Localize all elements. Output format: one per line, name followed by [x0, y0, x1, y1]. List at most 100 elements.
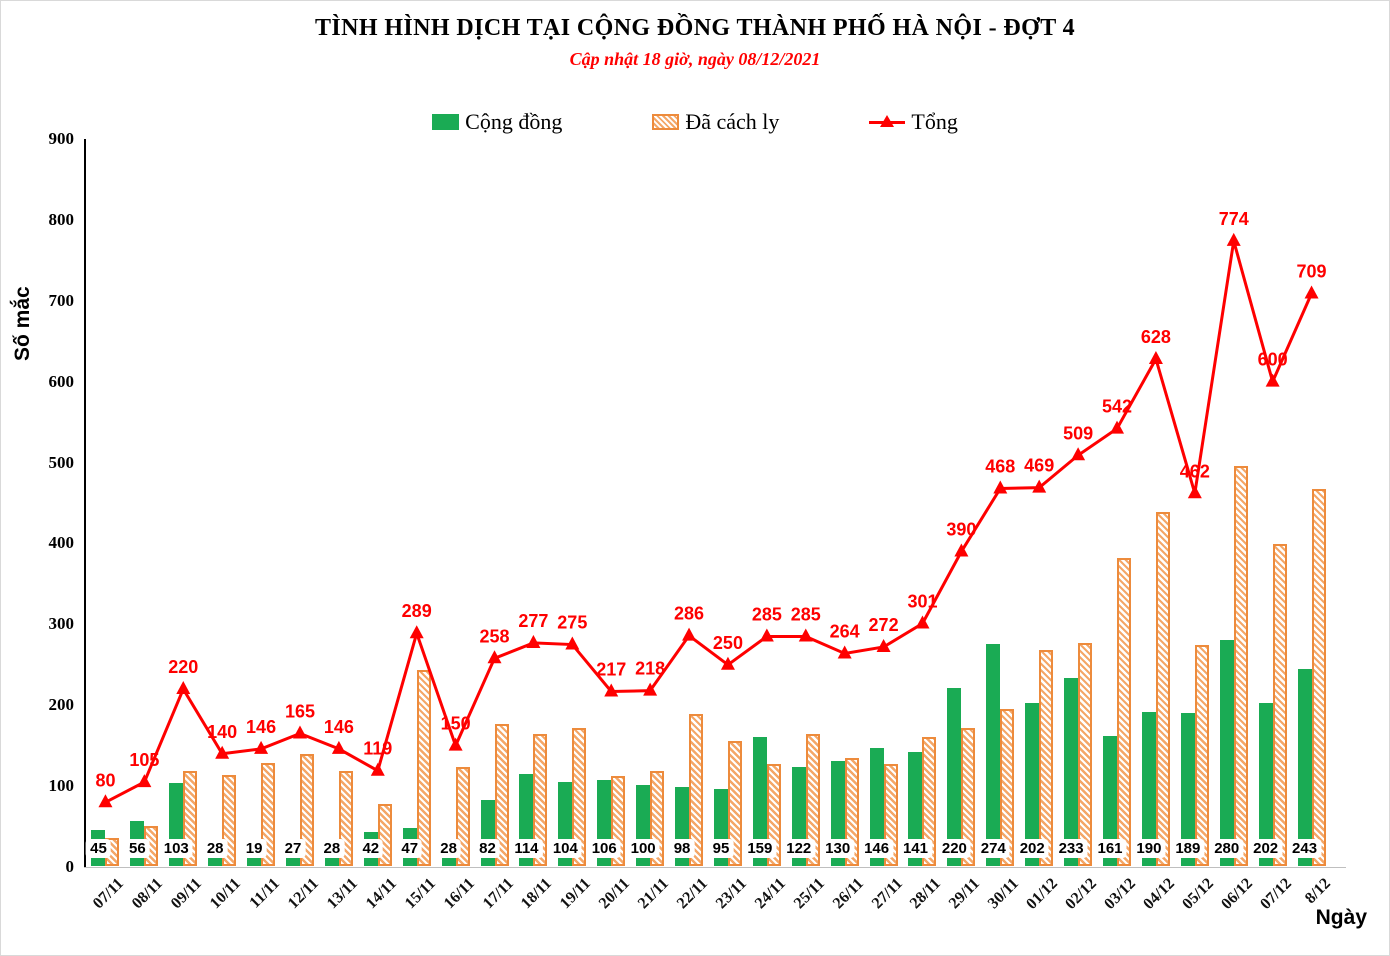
bar-value-label: 56 — [125, 839, 150, 858]
x-tick-label: 20/11 — [596, 875, 634, 913]
total-value-label: 542 — [1102, 397, 1132, 417]
bar-da-cach-ly — [1272, 544, 1287, 866]
bar-cong-dong — [1219, 640, 1234, 866]
total-point-marker — [1226, 232, 1241, 246]
bar-value-label: 104 — [548, 839, 582, 858]
bar-value-label: 146 — [860, 839, 894, 858]
bar-da-cach-ly — [1117, 558, 1132, 866]
total-value-label: 272 — [869, 615, 899, 635]
bar-value-label: 45 — [86, 839, 111, 858]
chart-title: TÌNH HÌNH DỊCH TẠI CỘNG ĐỒNG THÀNH PHỐ H… — [315, 15, 1075, 41]
x-axis-title: Ngày — [1315, 906, 1367, 929]
bar-da-cach-ly — [1233, 466, 1248, 866]
x-tick-label: 15/11 — [401, 875, 439, 913]
total-value-label: 218 — [635, 659, 665, 679]
total-value-label: 105 — [129, 750, 159, 770]
total-point-marker — [1148, 351, 1163, 365]
x-tick-label: 07/12 — [1256, 875, 1295, 913]
bar-da-cach-ly — [494, 724, 509, 866]
bar-cong-dong — [1025, 703, 1040, 866]
y-tick-label: 400 — [48, 533, 75, 553]
bar-value-label: 130 — [821, 839, 855, 858]
legend-label-community: Cộng đồng — [465, 109, 563, 134]
bar-cong-dong — [908, 752, 923, 866]
x-tick-label: 07/11 — [90, 875, 128, 913]
legend-label-total: Tổng — [911, 109, 958, 134]
total-point-marker — [137, 774, 152, 788]
x-axis-line — [84, 867, 1346, 868]
x-tick-label: 29/11 — [946, 875, 984, 913]
bar-value-label: 161 — [1093, 839, 1127, 858]
total-point-marker — [526, 634, 541, 648]
bar-cong-dong — [1258, 703, 1273, 866]
total-point-marker — [1110, 420, 1125, 434]
x-tick-label: 30/11 — [985, 875, 1023, 913]
bar-da-cach-ly — [533, 734, 548, 866]
legend-item-community: Cộng đồng — [432, 109, 562, 135]
total-point-marker — [409, 625, 424, 639]
y-tick-label: 0 — [65, 857, 75, 876]
bar-cong-dong — [947, 688, 962, 866]
bar-value-label: 122 — [782, 839, 816, 858]
x-tick-label: 27/11 — [868, 875, 906, 913]
x-tick-label: 04/12 — [1140, 875, 1178, 913]
bar-cong-dong — [1180, 713, 1195, 866]
total-point-marker — [915, 615, 930, 629]
x-tick-label: 01/12 — [1023, 875, 1062, 913]
total-value-label: 146 — [246, 717, 276, 737]
x-tick-label: 09/11 — [168, 875, 206, 913]
x-tick-label: 05/12 — [1179, 875, 1217, 913]
total-point-marker — [954, 543, 969, 557]
total-value-label: 264 — [830, 621, 860, 641]
x-tick-label: 23/11 — [712, 875, 750, 913]
x-tick-label: 22/11 — [673, 875, 712, 913]
bar-da-cach-ly — [922, 737, 937, 866]
line-marker-swatch-icon — [869, 114, 906, 130]
total-value-label: 509 — [1063, 423, 1093, 443]
plot-area: 45 07/11 56 08/11 103 09/11 28 10/11 19 11/11 27 12… — [84, 139, 1346, 913]
total-line-layer: 80 105 220 140 146 165 146 119 289 150 258 277 275 21… — [95, 209, 1327, 808]
total-value-label: 600 — [1258, 350, 1288, 370]
total-point-marker — [837, 645, 852, 659]
x-tick-label: 24/11 — [751, 875, 789, 913]
bar-da-cach-ly — [689, 714, 704, 866]
y-tick-label: 500 — [48, 452, 75, 472]
bar-value-label: 106 — [587, 839, 621, 858]
total-value-label: 277 — [518, 611, 548, 631]
bar-value-label: 19 — [241, 839, 267, 858]
total-value-label: 275 — [557, 613, 587, 633]
bar-da-cach-ly — [1311, 489, 1326, 866]
bar-value-label: 280 — [1210, 839, 1244, 858]
bar-da-cach-ly — [416, 670, 431, 866]
total-value-label: 258 — [479, 626, 509, 646]
y-axis-line — [84, 139, 86, 867]
bar-da-cach-ly — [805, 734, 820, 866]
legend: Cộng đồng Đã cách ly Tổng — [1, 109, 1389, 135]
bar-value-label: 202 — [1249, 839, 1283, 858]
total-point-marker — [176, 681, 191, 695]
total-value-label: 150 — [441, 714, 471, 734]
bar-da-cach-ly — [299, 754, 314, 866]
x-tick-label: 25/11 — [790, 875, 828, 913]
total-point-marker — [604, 683, 619, 697]
x-tick-label: 02/12 — [1062, 875, 1101, 913]
total-point-marker — [1071, 447, 1086, 461]
bar-value-label: 274 — [976, 839, 1010, 858]
total-value-label: 80 — [95, 770, 115, 790]
bar-cong-dong — [1103, 736, 1118, 866]
total-point-marker — [254, 740, 269, 754]
bar-value-label: 202 — [1015, 839, 1049, 858]
bar-value-label: 159 — [743, 839, 777, 858]
x-tick-label: 13/11 — [323, 875, 361, 913]
bar-value-label: 82 — [475, 839, 500, 858]
bar-cong-dong — [1064, 678, 1079, 866]
y-tick-label: 900 — [48, 129, 75, 148]
total-value-label: 390 — [946, 520, 976, 540]
x-tick-label: 03/12 — [1101, 875, 1140, 913]
bar-value-label: 220 — [937, 839, 971, 858]
x-tick-label: 21/11 — [634, 875, 673, 913]
x-tick-label: 8/12 — [1301, 875, 1334, 908]
bar-value-label: 27 — [280, 839, 306, 858]
x-tick-label: 17/11 — [479, 875, 517, 913]
x-tick-label: 08/11 — [129, 875, 167, 913]
